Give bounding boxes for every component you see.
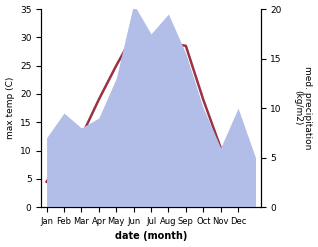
Y-axis label: max temp (C): max temp (C) bbox=[5, 77, 15, 139]
Y-axis label: med. precipitation
(kg/m2): med. precipitation (kg/m2) bbox=[293, 66, 313, 150]
X-axis label: date (month): date (month) bbox=[115, 231, 187, 242]
